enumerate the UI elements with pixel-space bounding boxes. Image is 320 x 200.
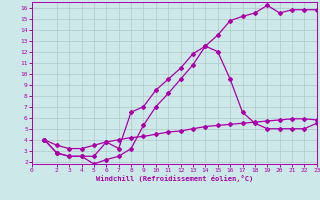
X-axis label: Windchill (Refroidissement éolien,°C): Windchill (Refroidissement éolien,°C) xyxy=(96,175,253,182)
